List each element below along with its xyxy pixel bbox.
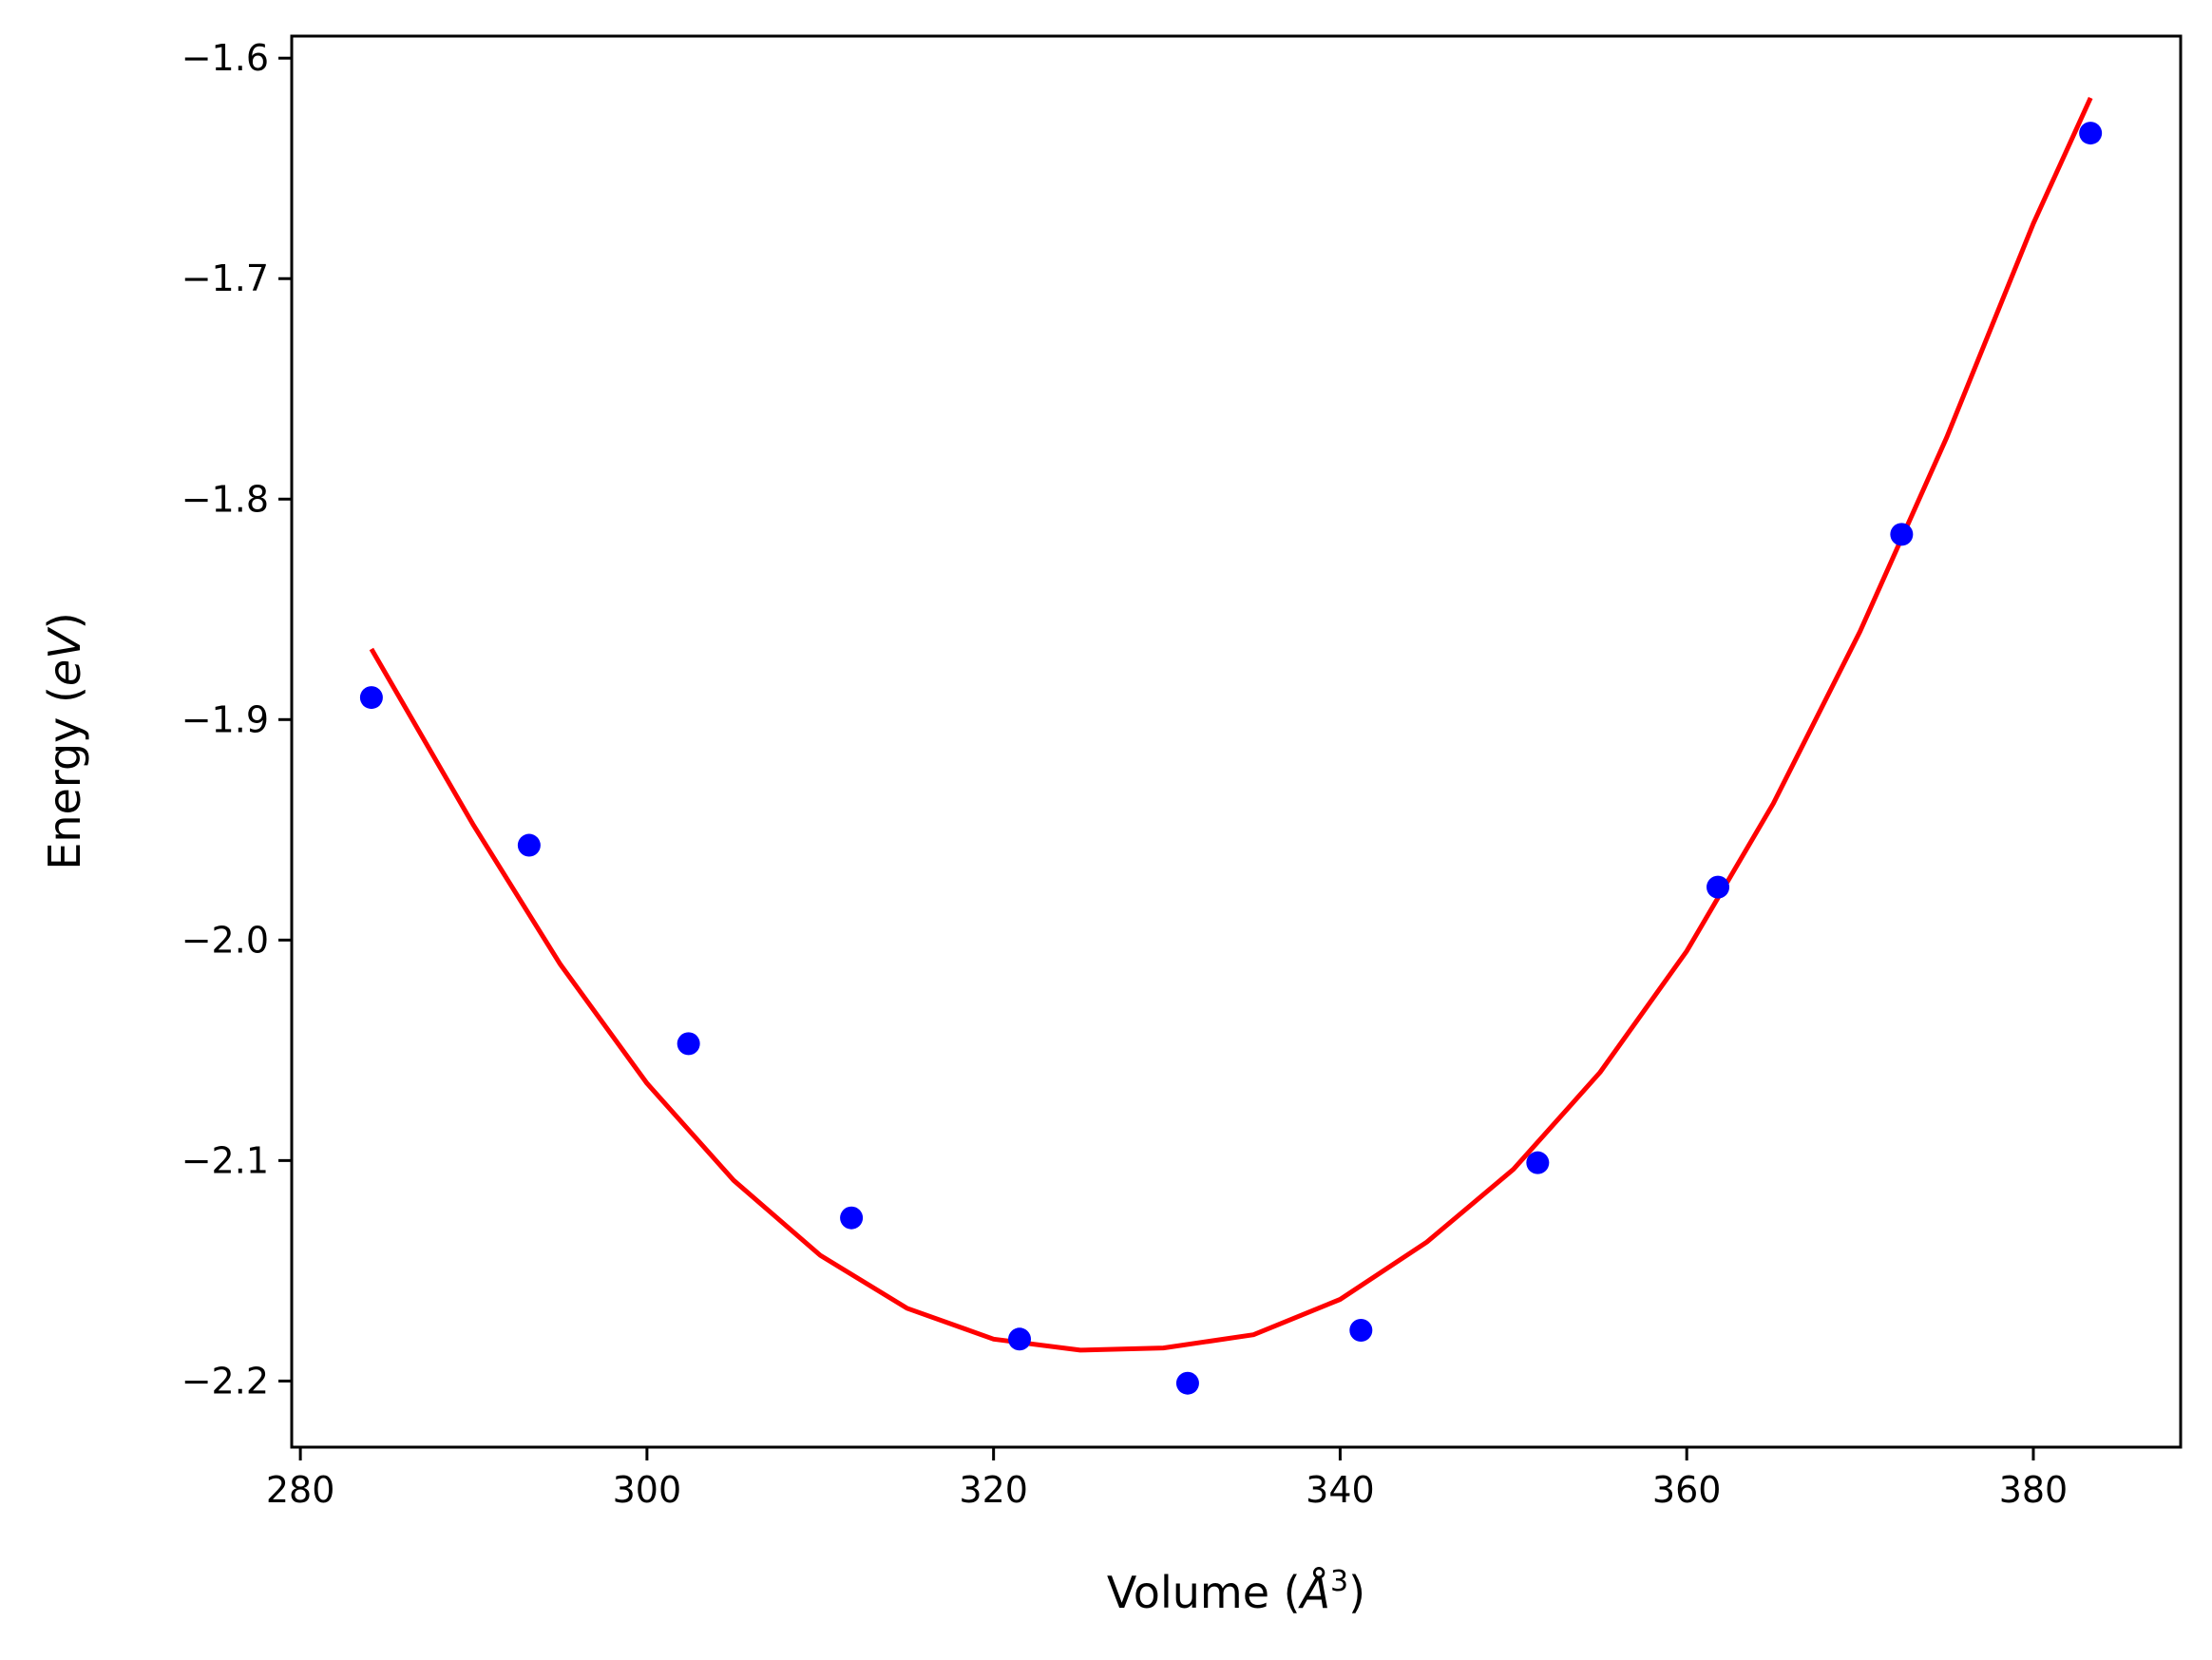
x-axis-label: Volume (Å3)	[1107, 1565, 1365, 1618]
data-point	[1890, 523, 1914, 546]
x-axis-label-text: Volume (	[1107, 1567, 1301, 1618]
data-point	[2079, 122, 2103, 145]
y-axis-label-unit: eV	[39, 626, 90, 686]
data-point	[1707, 875, 1730, 899]
y-tick-label: −1.8	[181, 478, 269, 520]
x-axis-label-exponent: 3	[1330, 1565, 1348, 1598]
y-tick-label: −1.7	[181, 258, 269, 299]
data-point	[840, 1206, 864, 1230]
data-point	[1008, 1327, 1032, 1351]
plot-frame	[290, 34, 2183, 1449]
y-tick-label: −2.2	[181, 1360, 269, 1402]
x-axis: 280 300 320 340 360 380	[266, 1447, 2068, 1511]
x-tick-label: 360	[1652, 1469, 1722, 1511]
y-tick-label: −2.0	[181, 919, 269, 961]
data-point	[1526, 1151, 1550, 1174]
y-axis-label-close: )	[39, 612, 90, 629]
x-axis-label-close: )	[1348, 1567, 1365, 1618]
fit-curve	[369, 96, 2093, 1353]
data-point	[1349, 1319, 1373, 1343]
x-tick-label: 340	[1306, 1469, 1375, 1511]
data-point	[677, 1032, 700, 1056]
x-axis-label-unit: Å	[1298, 1567, 1330, 1618]
y-axis-label: Energy (eV)	[39, 612, 90, 869]
y-tick-label: −1.6	[181, 37, 269, 79]
data-point	[1175, 1371, 1199, 1395]
x-tick-label: 320	[959, 1469, 1028, 1511]
data-point	[359, 686, 383, 710]
data-point	[517, 833, 541, 857]
fit-curve-layer	[369, 96, 2093, 1353]
y-tick-label: −1.9	[181, 698, 269, 740]
data-points-layer	[359, 122, 2103, 1395]
y-axis: −2.2 −2.1 −2.0 −1.9 −1.8 −1.7 −1.6	[181, 37, 292, 1402]
x-tick-label: 300	[613, 1469, 682, 1511]
x-tick-label: 280	[266, 1469, 335, 1511]
y-tick-label: −2.1	[181, 1139, 269, 1181]
y-axis-label-text: Energy (	[39, 686, 90, 870]
x-tick-label: 380	[1999, 1469, 2069, 1511]
